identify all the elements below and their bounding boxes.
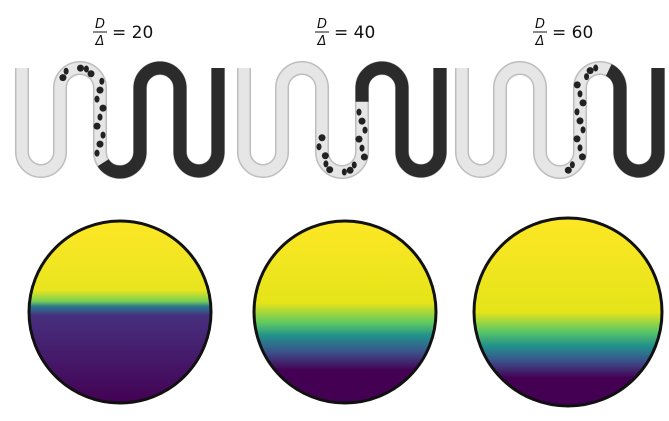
droplet xyxy=(357,109,362,116)
droplet xyxy=(97,141,104,148)
cross-section xyxy=(29,221,211,403)
droplet xyxy=(360,145,365,152)
droplet xyxy=(570,161,575,168)
equation: = 20 xyxy=(112,23,153,43)
fraction-numerator: D xyxy=(317,17,327,32)
droplet xyxy=(581,126,586,133)
fraction-denominator: Δ xyxy=(95,34,105,49)
tube-light xyxy=(22,68,218,172)
tube-light xyxy=(462,68,658,172)
droplet xyxy=(98,114,103,121)
tube-dark xyxy=(462,68,658,172)
droplet xyxy=(361,154,368,161)
droplet xyxy=(94,123,101,130)
droplet xyxy=(352,161,357,168)
figure: DΔ= 20DΔ= 40DΔ= 60 xyxy=(0,0,669,421)
droplet xyxy=(323,160,328,167)
panel: DΔ = 20 xyxy=(22,17,218,403)
cross-section xyxy=(254,221,436,403)
droplet xyxy=(101,132,106,139)
droplet xyxy=(578,144,583,151)
droplet xyxy=(342,168,347,175)
droplet xyxy=(59,74,66,81)
fraction-numerator: D xyxy=(535,17,545,32)
droplet xyxy=(317,143,322,150)
droplet xyxy=(99,78,104,85)
page: DΔ= 20DΔ= 40DΔ= 60 (() => { const data =… xyxy=(0,0,669,421)
droplet xyxy=(347,167,354,174)
droplet xyxy=(587,67,594,74)
droplet xyxy=(77,65,84,72)
fraction-numerator: D xyxy=(95,17,105,32)
panel: DΔ = 60 xyxy=(462,17,662,406)
droplet xyxy=(322,152,329,159)
cross-section xyxy=(474,218,662,406)
droplet xyxy=(95,96,100,103)
droplet xyxy=(578,90,583,97)
droplet xyxy=(565,167,572,174)
droplet xyxy=(100,105,107,112)
droplet xyxy=(574,81,581,88)
droplet xyxy=(97,87,104,94)
droplet xyxy=(95,150,100,157)
tube-light xyxy=(244,68,440,172)
tube-dark xyxy=(22,68,218,172)
droplet xyxy=(584,73,589,80)
droplet xyxy=(326,166,333,173)
droplet xyxy=(577,117,584,124)
droplet xyxy=(580,99,587,106)
droplet xyxy=(84,66,89,73)
droplet xyxy=(574,135,581,142)
panel: DΔ = 40 xyxy=(244,17,440,403)
droplet xyxy=(356,136,363,143)
droplet xyxy=(359,118,366,125)
tube-outline xyxy=(244,68,440,172)
droplet xyxy=(319,134,326,141)
equation: = 40 xyxy=(334,23,375,43)
equation: = 60 xyxy=(552,23,593,43)
droplet xyxy=(575,108,580,115)
droplet xyxy=(363,127,368,134)
droplet xyxy=(593,65,598,72)
droplet xyxy=(64,68,69,75)
tube-dark xyxy=(244,68,440,172)
tube-outline xyxy=(22,68,218,172)
tube-outline xyxy=(462,68,658,172)
droplet xyxy=(87,70,94,77)
fraction-denominator: Δ xyxy=(317,34,327,49)
fraction-denominator: Δ xyxy=(535,34,545,49)
droplet xyxy=(579,153,586,160)
